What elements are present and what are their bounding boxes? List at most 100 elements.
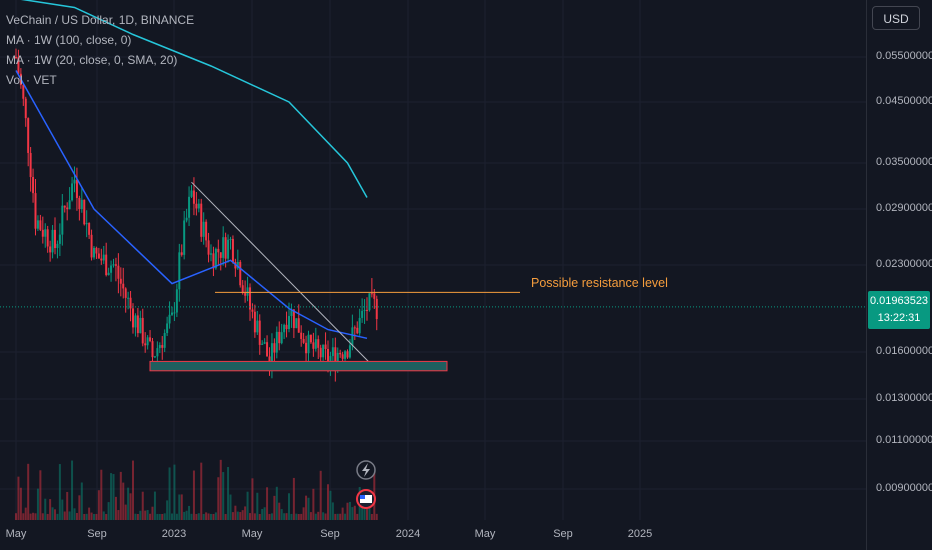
candle-body — [356, 327, 359, 334]
candle-body — [39, 220, 42, 230]
volume-bar — [285, 513, 288, 520]
candle-body — [275, 331, 278, 353]
candle-body — [188, 196, 191, 218]
volume-bar — [129, 493, 132, 520]
volume-bar — [49, 499, 52, 520]
volume-bar — [178, 494, 181, 520]
candle-body — [197, 203, 200, 209]
legend: VeChain / US Dollar, 1D, BINANCE MA · 1W… — [6, 10, 194, 90]
candle-body — [353, 327, 356, 329]
candle-body — [85, 223, 88, 225]
candle-body — [58, 234, 61, 244]
candle-body — [327, 349, 329, 365]
candle-body — [185, 217, 188, 221]
candle-body — [22, 85, 25, 99]
volume-bar — [75, 512, 78, 520]
candle-body — [73, 179, 76, 184]
candle-body — [68, 200, 71, 210]
volume-bar — [314, 513, 317, 520]
volume-bar — [290, 513, 293, 520]
candle-body — [224, 237, 227, 259]
candle-body — [202, 221, 205, 237]
candle-body — [280, 332, 283, 344]
candle-body — [212, 253, 215, 269]
trendline — [191, 181, 374, 367]
candle-body — [292, 309, 295, 329]
volume-bar — [146, 510, 149, 520]
volume-bar — [173, 464, 176, 520]
candle-body — [217, 248, 220, 253]
candle-body — [266, 342, 269, 357]
volume-bar — [144, 510, 147, 520]
candle-body — [361, 310, 364, 318]
candle-body — [336, 352, 339, 368]
candle-body — [144, 343, 147, 346]
volume-bar — [134, 513, 137, 520]
currency-button[interactable]: USD — [872, 6, 920, 30]
volume-bar — [190, 513, 193, 520]
candle-body — [246, 287, 249, 296]
volume-bar — [141, 491, 144, 520]
candle-body — [122, 283, 125, 289]
candle-body — [234, 262, 237, 269]
volume-bar — [212, 514, 215, 520]
volume-bar — [107, 502, 110, 520]
candle-body — [331, 347, 334, 357]
volume-bar — [309, 512, 312, 520]
volume-bar — [90, 512, 93, 520]
volume-bar — [122, 482, 125, 520]
candle-body — [302, 338, 305, 343]
volume-bar — [93, 514, 95, 520]
volume-bar — [210, 513, 212, 520]
volume-bar — [202, 513, 205, 520]
candle-body — [168, 314, 171, 324]
candle-body — [183, 220, 186, 255]
candle-body — [231, 238, 234, 263]
volume-bar — [195, 513, 198, 520]
candle-body — [305, 342, 308, 354]
candle-body — [324, 344, 327, 350]
candle-body — [156, 348, 159, 357]
volume-bar — [312, 488, 315, 520]
volume-bar — [61, 499, 64, 520]
volume-bar — [17, 476, 20, 520]
volume-bar — [163, 513, 166, 520]
volume-bar — [78, 495, 81, 520]
price-chart[interactable] — [0, 0, 866, 550]
resistance-annotation[interactable]: Possible resistance level — [531, 276, 668, 290]
volume-bar — [100, 469, 103, 520]
candle-body — [56, 243, 59, 249]
ma100-line — [20, 0, 368, 198]
time-tick-label: 2023 — [161, 528, 187, 540]
volume-bar — [239, 512, 242, 520]
candle-body — [32, 177, 35, 194]
candle-body — [141, 317, 144, 344]
candle-body — [78, 197, 81, 210]
symbol-title[interactable]: VeChain / US Dollar, 1D, BINANCE — [6, 13, 195, 27]
volume-bar — [317, 511, 320, 520]
time-tick-label: 2024 — [395, 528, 421, 540]
candle-body — [146, 337, 149, 346]
volume-bar — [32, 512, 35, 520]
candle-body — [93, 247, 95, 258]
candle-body — [173, 312, 176, 314]
ma20-legend[interactable]: MA · 1W (20, close, 0, SMA, 20) — [6, 53, 178, 67]
volume-bar — [344, 513, 347, 520]
candle-body — [27, 118, 30, 153]
ma100-legend[interactable]: MA · 1W (100, close, 0) — [6, 33, 132, 47]
volume-bar — [51, 507, 54, 520]
candle-body — [171, 312, 173, 315]
volume-bar — [214, 512, 217, 520]
volume-bar — [166, 500, 169, 520]
volume-bar — [102, 511, 105, 520]
volume-bar — [231, 512, 234, 520]
candle-body — [244, 293, 247, 296]
candle-body — [270, 343, 273, 366]
volume-bar — [139, 510, 142, 520]
lightning-glyph — [362, 463, 370, 477]
volume-bar — [180, 494, 183, 520]
price-tick-label: 0.05500000 — [876, 50, 932, 62]
volume-legend[interactable]: Vol · VET — [6, 73, 57, 87]
volume-bar — [197, 513, 200, 520]
volume-bar — [227, 467, 230, 520]
